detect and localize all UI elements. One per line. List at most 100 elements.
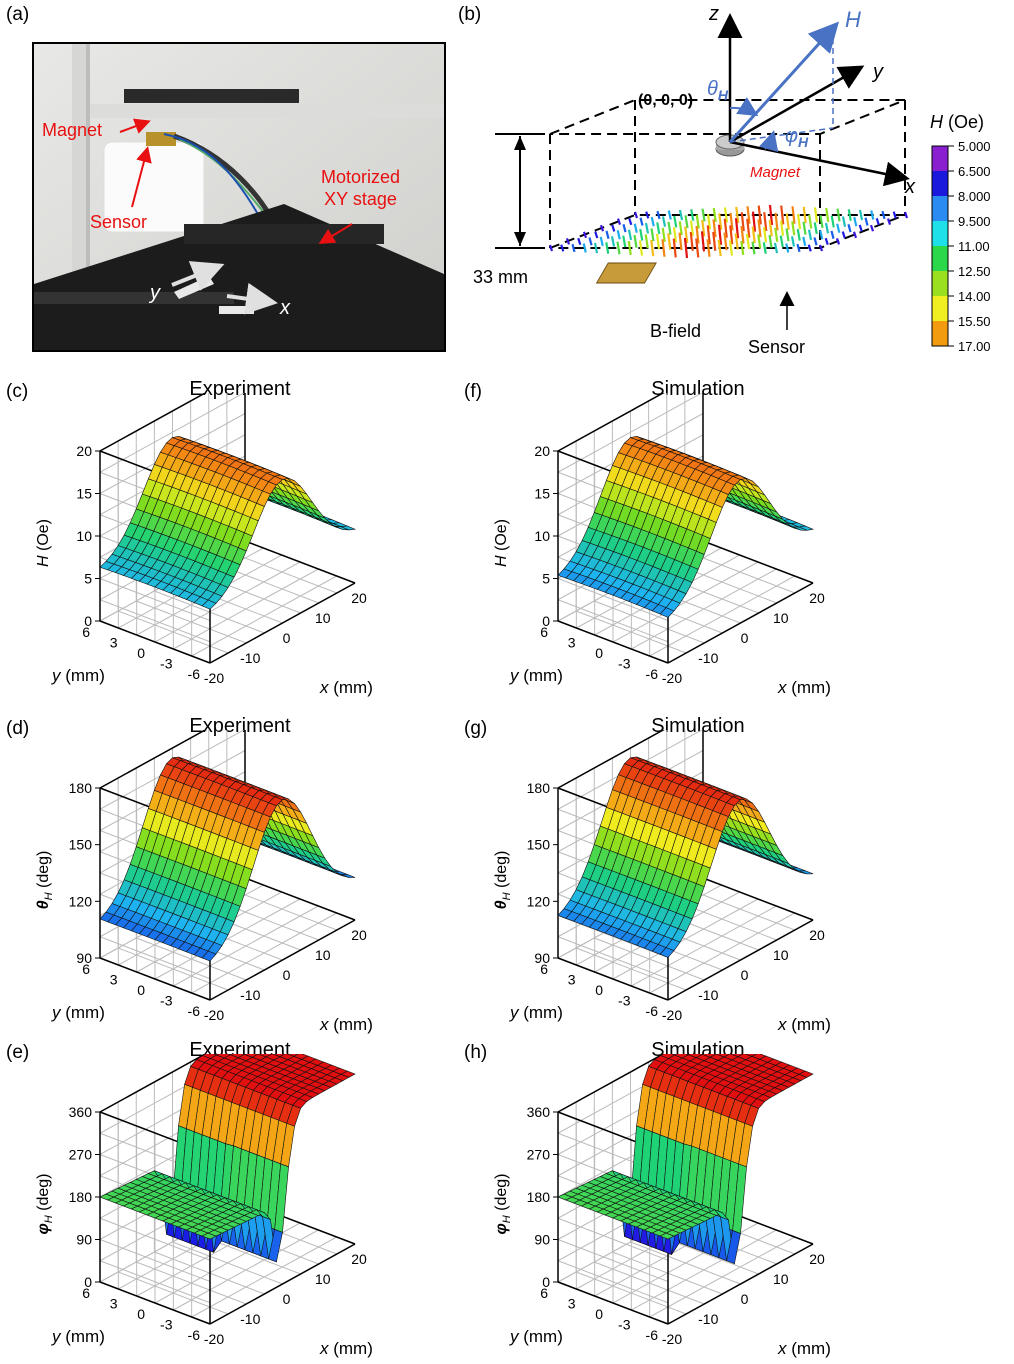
bfield-arrow <box>584 232 586 238</box>
x-tick-label: -20 <box>662 1007 682 1023</box>
y-axis-label: y (mm) <box>509 666 563 685</box>
bfield-arrow <box>651 240 653 256</box>
sensor-chip <box>597 263 657 283</box>
bfield-arrow <box>629 230 631 240</box>
bfield-arrow <box>849 224 851 232</box>
h-vector <box>730 26 835 142</box>
bfield-arrow <box>798 214 800 229</box>
bfield-arrow <box>764 242 766 253</box>
x-tick-label: -20 <box>204 1331 224 1347</box>
x-tick-label: 20 <box>809 927 825 943</box>
y-tick-label: 6 <box>540 1285 548 1301</box>
y-axis-label: y (mm) <box>51 1003 105 1022</box>
bfield-arrow <box>635 235 637 248</box>
bfield-arrow <box>624 224 626 232</box>
bfield-arrow <box>866 218 868 226</box>
y-tick-label: 3 <box>110 1296 118 1312</box>
x-tick-label: 0 <box>741 630 749 646</box>
bfield-arrow <box>668 233 670 249</box>
z-tick-label: 90 <box>534 1232 550 1248</box>
x-tick-label: -20 <box>204 670 224 686</box>
y-tick-label: -6 <box>188 1327 201 1343</box>
bfield-arrow <box>803 237 805 246</box>
y-tick-label: 3 <box>110 635 118 651</box>
z-tick-label: 15 <box>534 486 550 502</box>
bfield-arrow <box>635 212 637 218</box>
bfield-arrow <box>680 210 682 220</box>
bfield-arrow <box>871 211 873 220</box>
x-tick-label: 10 <box>773 1271 789 1287</box>
panel-label-a: (a) <box>6 4 29 26</box>
bfield-arrow <box>826 223 828 233</box>
bfield-arrow <box>674 216 676 227</box>
bfield-arrow <box>623 236 625 247</box>
bfield-arrow <box>843 217 845 227</box>
bfield-arrow <box>883 211 885 219</box>
bfield-arrow <box>888 219 890 225</box>
bfield-arrow <box>804 207 806 223</box>
y-tick-label: 6 <box>82 961 90 977</box>
bfield-arrow <box>854 232 856 238</box>
colorbar-title: H (Oe) <box>930 112 984 133</box>
bfield-arrow <box>894 212 896 219</box>
bfield-arrow <box>646 212 648 219</box>
z-tick-label: 20 <box>534 443 550 459</box>
x-tick-label: -10 <box>240 987 260 1003</box>
x-tick-label: 10 <box>315 947 331 963</box>
bfield-arrow <box>860 210 862 220</box>
bfield-arrow <box>877 218 879 225</box>
z-tick-label: 270 <box>69 1147 93 1163</box>
x-tick-label: 20 <box>809 590 825 606</box>
label-sensor: Sensor <box>748 337 805 357</box>
z-tick-label: 150 <box>527 837 551 853</box>
bfield-arrow <box>821 215 823 228</box>
bfield-arrow <box>815 238 817 246</box>
label-origin: (0, 0, 0) <box>638 92 693 109</box>
y-tick-label: 6 <box>82 1285 90 1301</box>
bfield-arrow <box>652 217 654 226</box>
y-axis-label: y (mm) <box>51 666 105 685</box>
colorbar-tick-label: 14.00 <box>958 289 991 304</box>
x-tick-label: 0 <box>283 967 291 983</box>
y-tick-label: -3 <box>160 656 173 672</box>
bfield-arrow <box>652 228 654 241</box>
y-tick-label: -3 <box>618 993 631 1009</box>
x-tick-label: 10 <box>315 610 331 626</box>
z-axis-label: φH (deg) <box>35 1173 55 1234</box>
bfield-arrow <box>606 242 608 253</box>
bfield-arrow <box>663 217 665 227</box>
z-tick-label: 150 <box>69 837 93 853</box>
bfield-arrow <box>860 225 862 232</box>
bfield-arrow <box>595 232 597 239</box>
z-axis-label: θH (deg) <box>35 851 55 910</box>
bfield-arrow <box>837 224 839 233</box>
x-axis-label: x (mm) <box>319 1339 373 1358</box>
z-tick-label: 5 <box>84 571 92 587</box>
colorbar-segment <box>932 246 948 271</box>
bfield-arrow <box>781 236 783 247</box>
z-tick-label: 120 <box>69 893 93 909</box>
bfield-arrow <box>561 245 563 252</box>
bfield-arrow <box>595 243 597 253</box>
bfield-arrow <box>657 234 659 249</box>
x-axis-label: x (mm) <box>777 1015 831 1034</box>
bfield-arrow <box>640 240 642 255</box>
bfield-arrow <box>837 238 839 244</box>
x-axis-label: x (mm) <box>319 678 373 697</box>
bfield-arrow <box>775 243 777 253</box>
z-axis-label: H (Oe) <box>493 519 510 567</box>
bfield-arrow <box>826 208 828 222</box>
bfield-arrow <box>641 218 643 226</box>
label-x: x <box>904 176 916 198</box>
bfield-arrow <box>703 209 705 222</box>
colorbar-segment <box>932 271 948 296</box>
label-y: y <box>871 61 884 83</box>
bfield-arrow <box>686 215 688 228</box>
bfield-arrow <box>669 222 671 235</box>
y-axis-label: y (mm) <box>51 1327 105 1346</box>
colorbar-tick-label: 17.00 <box>958 339 991 354</box>
bfield-arrow <box>793 206 795 224</box>
